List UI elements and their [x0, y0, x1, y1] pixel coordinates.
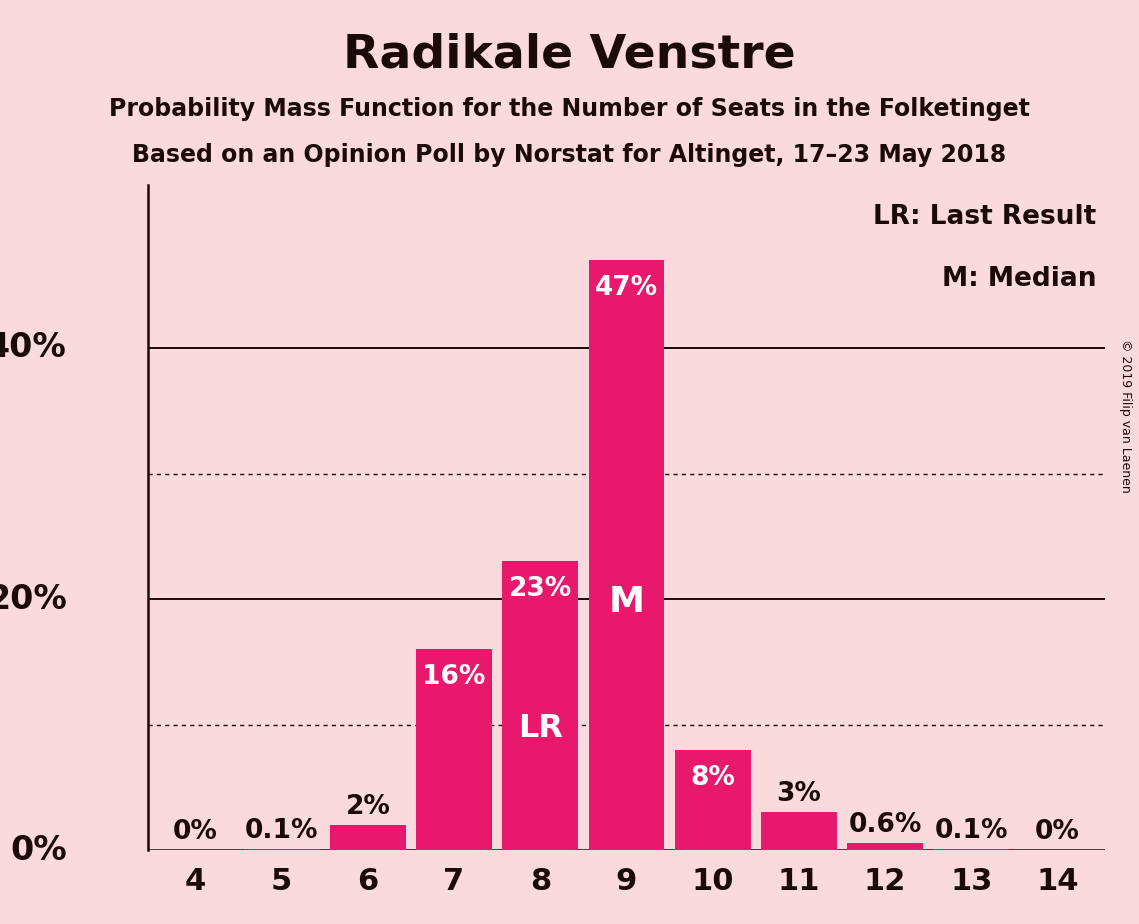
Text: 0.1%: 0.1%	[934, 818, 1008, 844]
Text: 0%: 0%	[1035, 819, 1080, 845]
Text: LR: Last Result: LR: Last Result	[872, 203, 1096, 230]
Text: 0.1%: 0.1%	[245, 818, 319, 844]
Text: 8%: 8%	[690, 765, 735, 791]
Bar	[933, 849, 1009, 850]
Text: 2%: 2%	[345, 794, 391, 820]
Text: 0.6%: 0.6%	[849, 811, 921, 837]
Bar	[244, 849, 320, 850]
Text: 3%: 3%	[777, 782, 821, 808]
Text: 23%: 23%	[509, 577, 572, 602]
Text: LR: LR	[518, 713, 563, 745]
Bar	[847, 843, 923, 850]
Text: © 2019 Filip van Laenen: © 2019 Filip van Laenen	[1118, 339, 1132, 492]
Text: 20%: 20%	[0, 582, 67, 615]
Text: 0%: 0%	[10, 833, 67, 867]
Bar	[416, 650, 492, 850]
Text: 16%: 16%	[423, 664, 485, 690]
Bar	[674, 749, 751, 850]
Text: Probability Mass Function for the Number of Seats in the Folketinget: Probability Mass Function for the Number…	[109, 97, 1030, 121]
Text: M: Median: M: Median	[942, 266, 1096, 292]
Bar	[502, 562, 579, 850]
Text: Based on an Opinion Poll by Norstat for Altinget, 17–23 May 2018: Based on an Opinion Poll by Norstat for …	[132, 143, 1007, 167]
Bar	[589, 261, 664, 850]
Text: Radikale Venstre: Radikale Venstre	[343, 32, 796, 78]
Text: 40%: 40%	[0, 332, 67, 364]
Text: 47%: 47%	[595, 275, 658, 301]
Text: M: M	[608, 585, 645, 619]
Bar	[330, 825, 405, 850]
Bar	[761, 812, 837, 850]
Text: 0%: 0%	[173, 819, 218, 845]
